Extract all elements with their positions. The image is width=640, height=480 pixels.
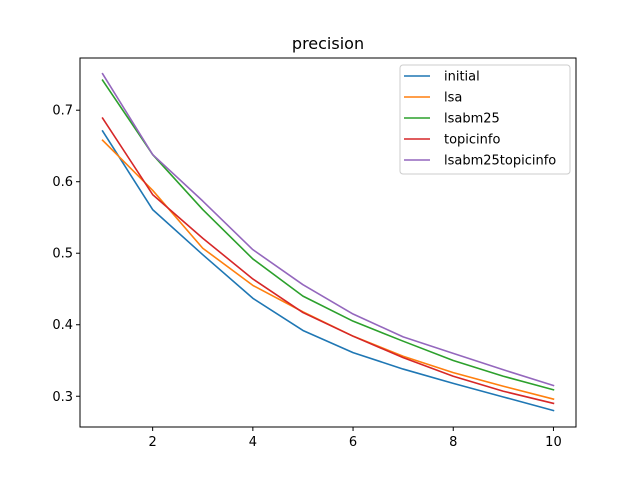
series-layer xyxy=(101,72,555,412)
legend-box xyxy=(399,64,571,175)
x-tick-label: 8 xyxy=(449,435,457,450)
legend: initiallsalsabm25topicinfolsabm25topicin… xyxy=(399,64,571,175)
chart-title: precision xyxy=(292,34,364,53)
series-line-lsabm25 xyxy=(101,79,555,391)
x-tick-label: 2 xyxy=(149,435,157,450)
x-axis: 2 4 6 8 10 xyxy=(149,427,562,450)
x-tick-label: 4 xyxy=(249,435,257,450)
legend-label: initial xyxy=(444,70,480,85)
legend-label: topicinfo xyxy=(444,133,500,148)
legend-label: lsa xyxy=(444,91,462,106)
y-tick-label: 0.5 xyxy=(52,247,73,262)
y-axis: 0.3 0.4 0.5 0.6 0.7 xyxy=(52,104,80,405)
y-tick-label: 0.7 xyxy=(52,104,73,119)
y-tick-label: 0.6 xyxy=(52,175,73,190)
axes-frame xyxy=(79,57,577,428)
series-line-initial xyxy=(101,129,555,412)
x-tick-label: 10 xyxy=(545,435,562,450)
x-tick-label: 6 xyxy=(349,435,357,450)
legend-items: initiallsalsabm25topicinfolsabm25topicin… xyxy=(404,70,556,169)
y-tick-label: 0.4 xyxy=(52,318,73,333)
y-tick-label: 0.3 xyxy=(52,390,73,405)
series-line-lsabm25topicinfo xyxy=(101,72,555,387)
legend-label: lsabm25 xyxy=(444,112,500,127)
legend-label: lsabm25topicinfo xyxy=(444,154,556,169)
series-line-topicinfo xyxy=(101,116,555,405)
